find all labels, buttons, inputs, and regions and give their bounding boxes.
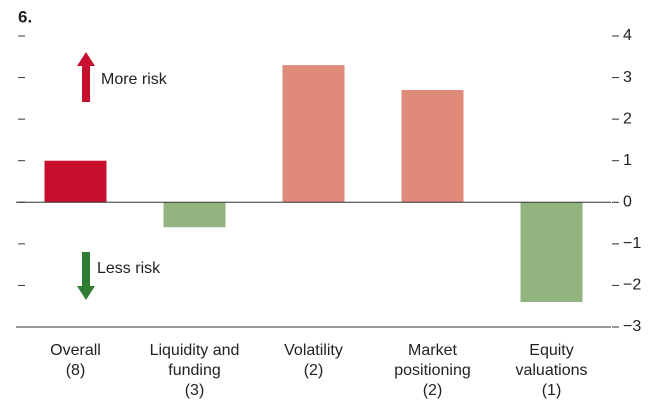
annotation: More risk xyxy=(101,71,168,88)
x-tick-label: (3) xyxy=(185,382,205,399)
bar xyxy=(44,160,107,203)
x-tick-label: funding xyxy=(168,362,221,379)
x-tick-label: Liquidity and xyxy=(150,342,240,359)
bar xyxy=(401,90,464,203)
x-tick-label: (2) xyxy=(423,382,443,399)
y-tick-label: 2 xyxy=(623,110,632,127)
bar xyxy=(163,202,226,228)
bar xyxy=(520,202,583,303)
y-tick-label: −2 xyxy=(623,277,641,294)
x-tick-label: (8) xyxy=(66,362,86,379)
y-tick-label: 3 xyxy=(623,69,632,86)
x-tick-label: valuations xyxy=(515,362,587,379)
x-tick-label: Equity xyxy=(529,342,573,359)
arrow-up xyxy=(77,52,95,102)
x-tick-label: (1) xyxy=(542,382,562,399)
y-tick-label: 4 xyxy=(623,27,632,44)
bar xyxy=(282,65,345,203)
x-tick-label: positioning xyxy=(394,362,471,379)
x-tick-label: Overall xyxy=(50,342,101,359)
x-tick-label: Volatility xyxy=(284,342,343,359)
y-tick-label: −1 xyxy=(623,235,641,252)
arrow-down xyxy=(77,252,95,300)
annotation: Less risk xyxy=(97,260,161,277)
y-tick-label: −3 xyxy=(623,318,641,335)
y-tick-label: 0 xyxy=(623,194,632,211)
y-tick-label: 1 xyxy=(623,152,632,169)
chart-title: 6. xyxy=(18,7,32,26)
x-tick-label: Market xyxy=(408,342,457,359)
x-tick-label: (2) xyxy=(304,362,324,379)
